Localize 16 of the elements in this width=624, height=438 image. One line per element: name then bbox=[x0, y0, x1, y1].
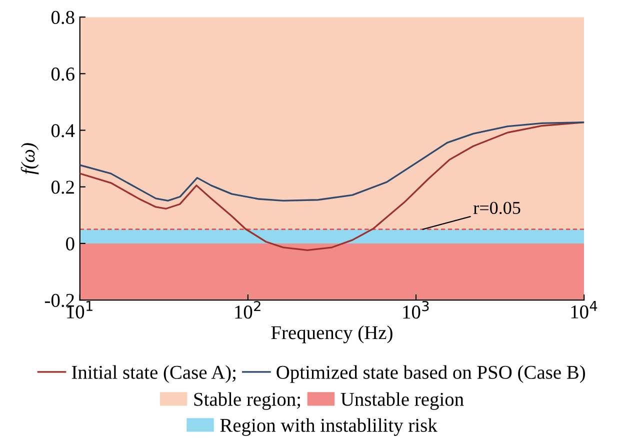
y-tick-label: 0.2 bbox=[51, 180, 74, 194]
x-tick-label: 10$^{2}$ bbox=[235, 300, 260, 319]
y-tick-label: 0.4 bbox=[51, 124, 75, 138]
x-tick-label: 10$^{4}$ bbox=[571, 300, 598, 319]
y-axis-title: f(ω) bbox=[20, 143, 39, 174]
x-tick-label: 10$^{3}$ bbox=[403, 300, 429, 319]
ref-line-label: r=0.05 bbox=[474, 202, 520, 214]
x-axis-title: Frequency (Hz) bbox=[271, 326, 392, 344]
legend-label: Unstable region bbox=[340, 392, 464, 410]
legend-label: Region with instablility risk bbox=[220, 418, 438, 436]
y-tick-label: 0 bbox=[66, 237, 74, 250]
y-tick-label: 0.8 bbox=[51, 10, 74, 24]
y-tick-label: 0.6 bbox=[51, 67, 74, 81]
legend-label: Optimized state based on PSO (Case B) bbox=[276, 365, 585, 383]
legend-label: Stable region; bbox=[194, 392, 300, 410]
legend-label: Initial state (Case A); bbox=[72, 365, 236, 383]
